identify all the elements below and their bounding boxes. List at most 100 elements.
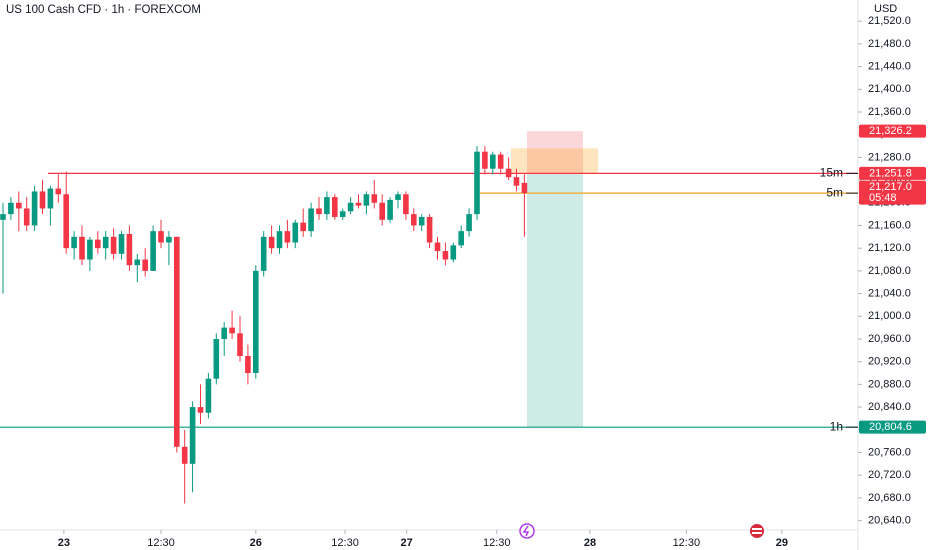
event-icon: [519, 523, 535, 539]
x-tick-label: 27: [401, 537, 413, 549]
y-tick-label: 20,960.0: [868, 333, 911, 345]
candle-body: [63, 194, 70, 249]
candle-body: [31, 191, 38, 226]
candle-body: [79, 236, 85, 260]
target-zone: [527, 173, 583, 428]
candle-body: [505, 168, 512, 178]
level-price-tag: 21,217.0: [869, 181, 912, 193]
candle-body: [426, 216, 433, 243]
candle-body: [497, 154, 504, 169]
candle-body: [150, 231, 156, 271]
candle-body: [229, 327, 235, 334]
level-price-tag: 20,804.6: [869, 421, 912, 433]
flag-icon: [750, 524, 764, 538]
candle-body: [87, 239, 93, 260]
x-tick-label: 12:30: [331, 537, 359, 549]
candle-body: [55, 188, 62, 195]
candle-body: [466, 214, 472, 232]
x-tick-label: 26: [250, 537, 262, 549]
candle-body: [284, 231, 291, 243]
y-tick-label: 20,720.0: [868, 469, 911, 481]
candle-body: [450, 245, 457, 260]
y-tick-label: 21,120.0: [868, 242, 911, 254]
candle-body: [331, 197, 338, 217]
y-tick-label: 20,640.0: [868, 514, 911, 526]
candle-body: [379, 202, 385, 220]
candle-body: [355, 202, 362, 206]
candle-body: [434, 242, 441, 252]
candle-body: [173, 236, 180, 447]
y-tick-label: 21,160.0: [868, 219, 911, 231]
y-tick-label: 21,280.0: [868, 151, 911, 163]
candle-body: [221, 327, 227, 339]
candle-body: [197, 407, 204, 413]
candle-body: [292, 222, 299, 243]
candle-body: [205, 378, 212, 413]
candle-body: [513, 177, 520, 186]
x-tick-label: 12:30: [483, 537, 511, 549]
candle-body: [47, 188, 54, 209]
level-name: 1h: [830, 419, 843, 433]
y-tick-label: 21,400.0: [868, 83, 911, 95]
candle-body: [260, 236, 267, 271]
candle-body: [482, 151, 488, 169]
level-price-tag-countdown: 05:48: [869, 192, 897, 204]
candle-body: [8, 202, 14, 215]
candle-body: [347, 202, 354, 212]
currency-label: USD: [874, 3, 897, 15]
candle-body: [142, 259, 148, 271]
stop-zone: [527, 131, 583, 174]
level-price-tag-bg: [859, 420, 926, 434]
candle-body: [300, 222, 306, 232]
y-tick-label: 21,000.0: [868, 310, 911, 322]
candle-body: [23, 208, 30, 226]
candle-body: [442, 251, 449, 260]
candle-body: [489, 154, 496, 169]
candle-body: [166, 236, 172, 243]
candle-body: [276, 231, 283, 249]
candle-body: [189, 407, 196, 464]
candle-body: [316, 208, 322, 215]
candle-body: [458, 231, 464, 246]
candle-body: [181, 446, 188, 464]
y-tick-label: 20,920.0: [868, 356, 911, 368]
candle-body: [118, 233, 125, 254]
candle-body: [213, 338, 220, 379]
y-tick-label: 20,880.0: [868, 378, 911, 390]
candle-body: [0, 214, 6, 220]
candle-body: [410, 214, 417, 226]
candle-body: [94, 239, 101, 249]
y-tick-label: 20,840.0: [868, 401, 911, 413]
candle-body: [39, 191, 46, 209]
candle-body: [363, 194, 370, 206]
candle-body: [102, 236, 109, 249]
candle-body: [268, 236, 275, 249]
candle-body: [521, 182, 528, 194]
candle-body: [134, 259, 141, 266]
y-tick-label: 21,520.0: [868, 15, 911, 27]
x-tick-label: 12:30: [147, 537, 175, 549]
candle-body: [245, 356, 251, 374]
x-tick-label: 23: [58, 537, 70, 549]
candle-body: [308, 208, 314, 232]
y-tick-label: 21,480.0: [868, 38, 911, 50]
level-price-tag: 21,251.8: [869, 167, 912, 179]
x-tick-label: 28: [584, 537, 596, 549]
candle-body: [474, 151, 480, 215]
stop-price-tag-bg: [859, 124, 926, 138]
candle-body: [126, 233, 133, 266]
entry-zone: [511, 148, 598, 174]
x-tick-label: 12:30: [673, 537, 701, 549]
y-tick-label: 20,760.0: [868, 446, 911, 458]
y-tick-label: 21,040.0: [868, 287, 911, 299]
level-name: 5m: [826, 185, 843, 199]
candle-body: [403, 194, 409, 215]
level-price-tag-bg: [859, 166, 926, 180]
stop-price-tag: 21,326.2: [869, 125, 912, 137]
candle-body: [16, 202, 22, 209]
y-tick-label: 21,080.0: [868, 265, 911, 277]
candle-body: [252, 270, 259, 374]
level-name: 15m: [820, 166, 843, 180]
y-tick-label: 21,360.0: [868, 106, 911, 118]
